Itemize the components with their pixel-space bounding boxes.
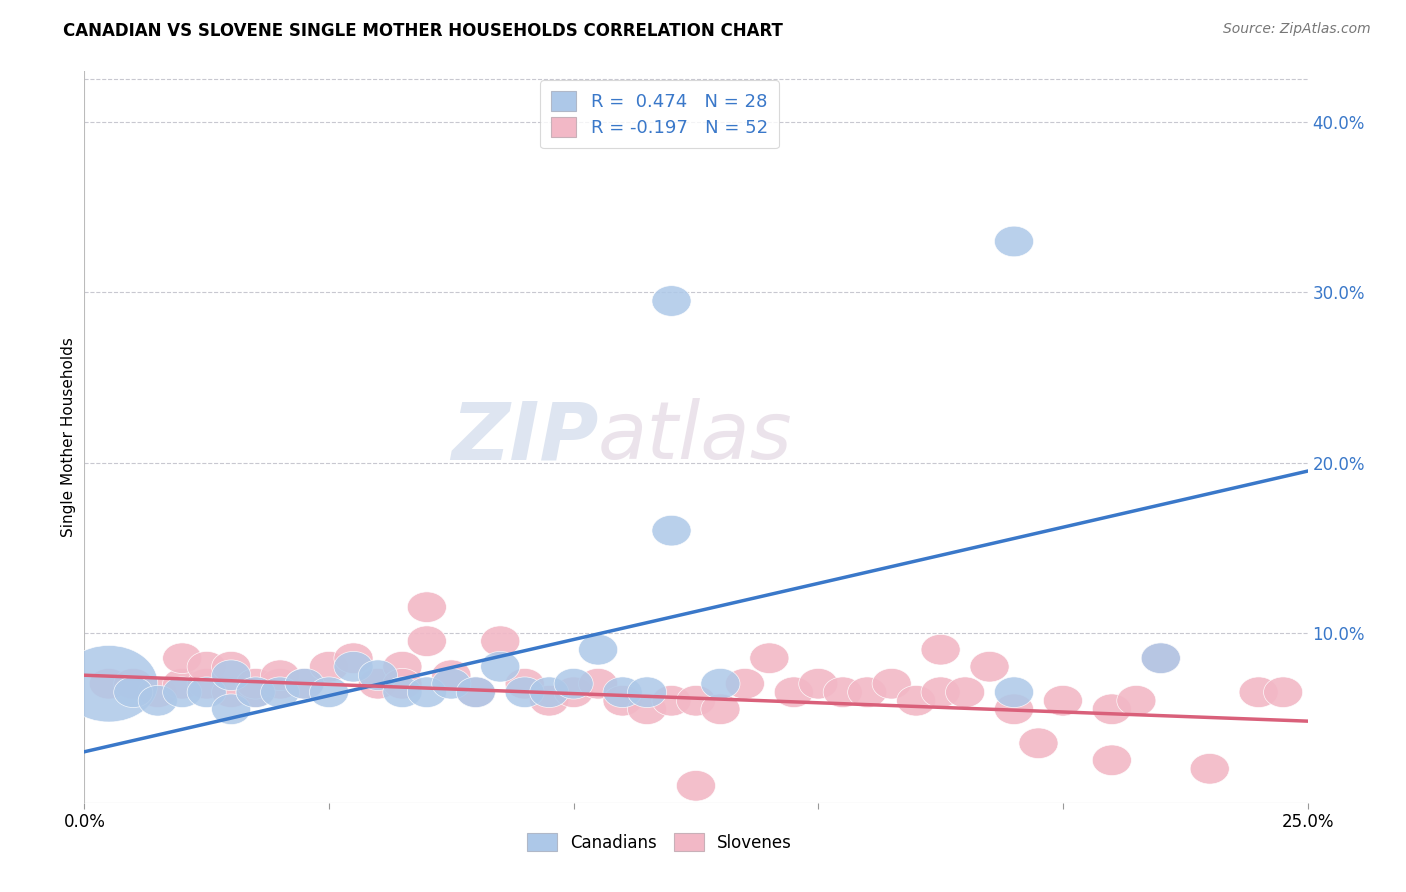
Ellipse shape xyxy=(382,651,422,682)
Ellipse shape xyxy=(432,668,471,699)
Ellipse shape xyxy=(1142,643,1181,673)
Ellipse shape xyxy=(652,685,692,716)
Ellipse shape xyxy=(382,677,422,707)
Ellipse shape xyxy=(1043,685,1083,716)
Ellipse shape xyxy=(309,677,349,707)
Ellipse shape xyxy=(187,668,226,699)
Ellipse shape xyxy=(945,677,984,707)
Text: atlas: atlas xyxy=(598,398,793,476)
Ellipse shape xyxy=(505,668,544,699)
Ellipse shape xyxy=(114,668,153,699)
Ellipse shape xyxy=(652,285,692,317)
Ellipse shape xyxy=(163,643,202,673)
Ellipse shape xyxy=(359,668,398,699)
Ellipse shape xyxy=(333,643,373,673)
Ellipse shape xyxy=(749,643,789,673)
Ellipse shape xyxy=(554,668,593,699)
Ellipse shape xyxy=(481,651,520,682)
Ellipse shape xyxy=(676,771,716,801)
Ellipse shape xyxy=(1092,745,1132,775)
Ellipse shape xyxy=(554,677,593,707)
Legend: Canadians, Slovenes: Canadians, Slovenes xyxy=(519,825,800,860)
Ellipse shape xyxy=(408,626,447,657)
Ellipse shape xyxy=(994,227,1033,257)
Ellipse shape xyxy=(432,660,471,690)
Ellipse shape xyxy=(138,677,177,707)
Ellipse shape xyxy=(456,677,495,707)
Ellipse shape xyxy=(309,651,349,682)
Ellipse shape xyxy=(530,677,569,707)
Ellipse shape xyxy=(823,677,862,707)
Ellipse shape xyxy=(456,677,495,707)
Ellipse shape xyxy=(138,685,177,716)
Ellipse shape xyxy=(530,685,569,716)
Ellipse shape xyxy=(897,685,936,716)
Ellipse shape xyxy=(211,651,250,682)
Text: CANADIAN VS SLOVENE SINGLE MOTHER HOUSEHOLDS CORRELATION CHART: CANADIAN VS SLOVENE SINGLE MOTHER HOUSEH… xyxy=(63,22,783,40)
Ellipse shape xyxy=(578,634,617,665)
Ellipse shape xyxy=(260,668,299,699)
Ellipse shape xyxy=(578,668,617,699)
Ellipse shape xyxy=(676,685,716,716)
Ellipse shape xyxy=(60,646,157,722)
Ellipse shape xyxy=(700,668,740,699)
Text: ZIP: ZIP xyxy=(451,398,598,476)
Ellipse shape xyxy=(211,694,250,724)
Ellipse shape xyxy=(236,668,276,699)
Ellipse shape xyxy=(921,677,960,707)
Ellipse shape xyxy=(725,668,765,699)
Ellipse shape xyxy=(505,677,544,707)
Ellipse shape xyxy=(187,651,226,682)
Ellipse shape xyxy=(1092,694,1132,724)
Ellipse shape xyxy=(333,651,373,682)
Ellipse shape xyxy=(285,668,325,699)
Ellipse shape xyxy=(970,651,1010,682)
Ellipse shape xyxy=(994,677,1033,707)
Ellipse shape xyxy=(260,677,299,707)
Ellipse shape xyxy=(700,694,740,724)
Ellipse shape xyxy=(408,677,447,707)
Ellipse shape xyxy=(921,634,960,665)
Ellipse shape xyxy=(603,685,643,716)
Ellipse shape xyxy=(114,677,153,707)
Ellipse shape xyxy=(481,626,520,657)
Ellipse shape xyxy=(187,677,226,707)
Ellipse shape xyxy=(163,668,202,699)
Ellipse shape xyxy=(1264,677,1303,707)
Ellipse shape xyxy=(260,660,299,690)
Ellipse shape xyxy=(163,677,202,707)
Ellipse shape xyxy=(627,677,666,707)
Ellipse shape xyxy=(382,668,422,699)
Ellipse shape xyxy=(211,660,250,690)
Ellipse shape xyxy=(236,677,276,707)
Ellipse shape xyxy=(1142,643,1181,673)
Ellipse shape xyxy=(236,677,276,707)
Ellipse shape xyxy=(211,677,250,707)
Ellipse shape xyxy=(603,677,643,707)
Ellipse shape xyxy=(285,668,325,699)
Ellipse shape xyxy=(1239,677,1278,707)
Ellipse shape xyxy=(872,668,911,699)
Ellipse shape xyxy=(89,668,128,699)
Ellipse shape xyxy=(1019,728,1059,758)
Ellipse shape xyxy=(799,668,838,699)
Ellipse shape xyxy=(1189,754,1229,784)
Ellipse shape xyxy=(652,516,692,546)
Y-axis label: Single Mother Households: Single Mother Households xyxy=(60,337,76,537)
Ellipse shape xyxy=(775,677,814,707)
Text: Source: ZipAtlas.com: Source: ZipAtlas.com xyxy=(1223,22,1371,37)
Ellipse shape xyxy=(408,592,447,623)
Ellipse shape xyxy=(359,660,398,690)
Ellipse shape xyxy=(627,694,666,724)
Ellipse shape xyxy=(994,694,1033,724)
Ellipse shape xyxy=(848,677,887,707)
Ellipse shape xyxy=(1116,685,1156,716)
